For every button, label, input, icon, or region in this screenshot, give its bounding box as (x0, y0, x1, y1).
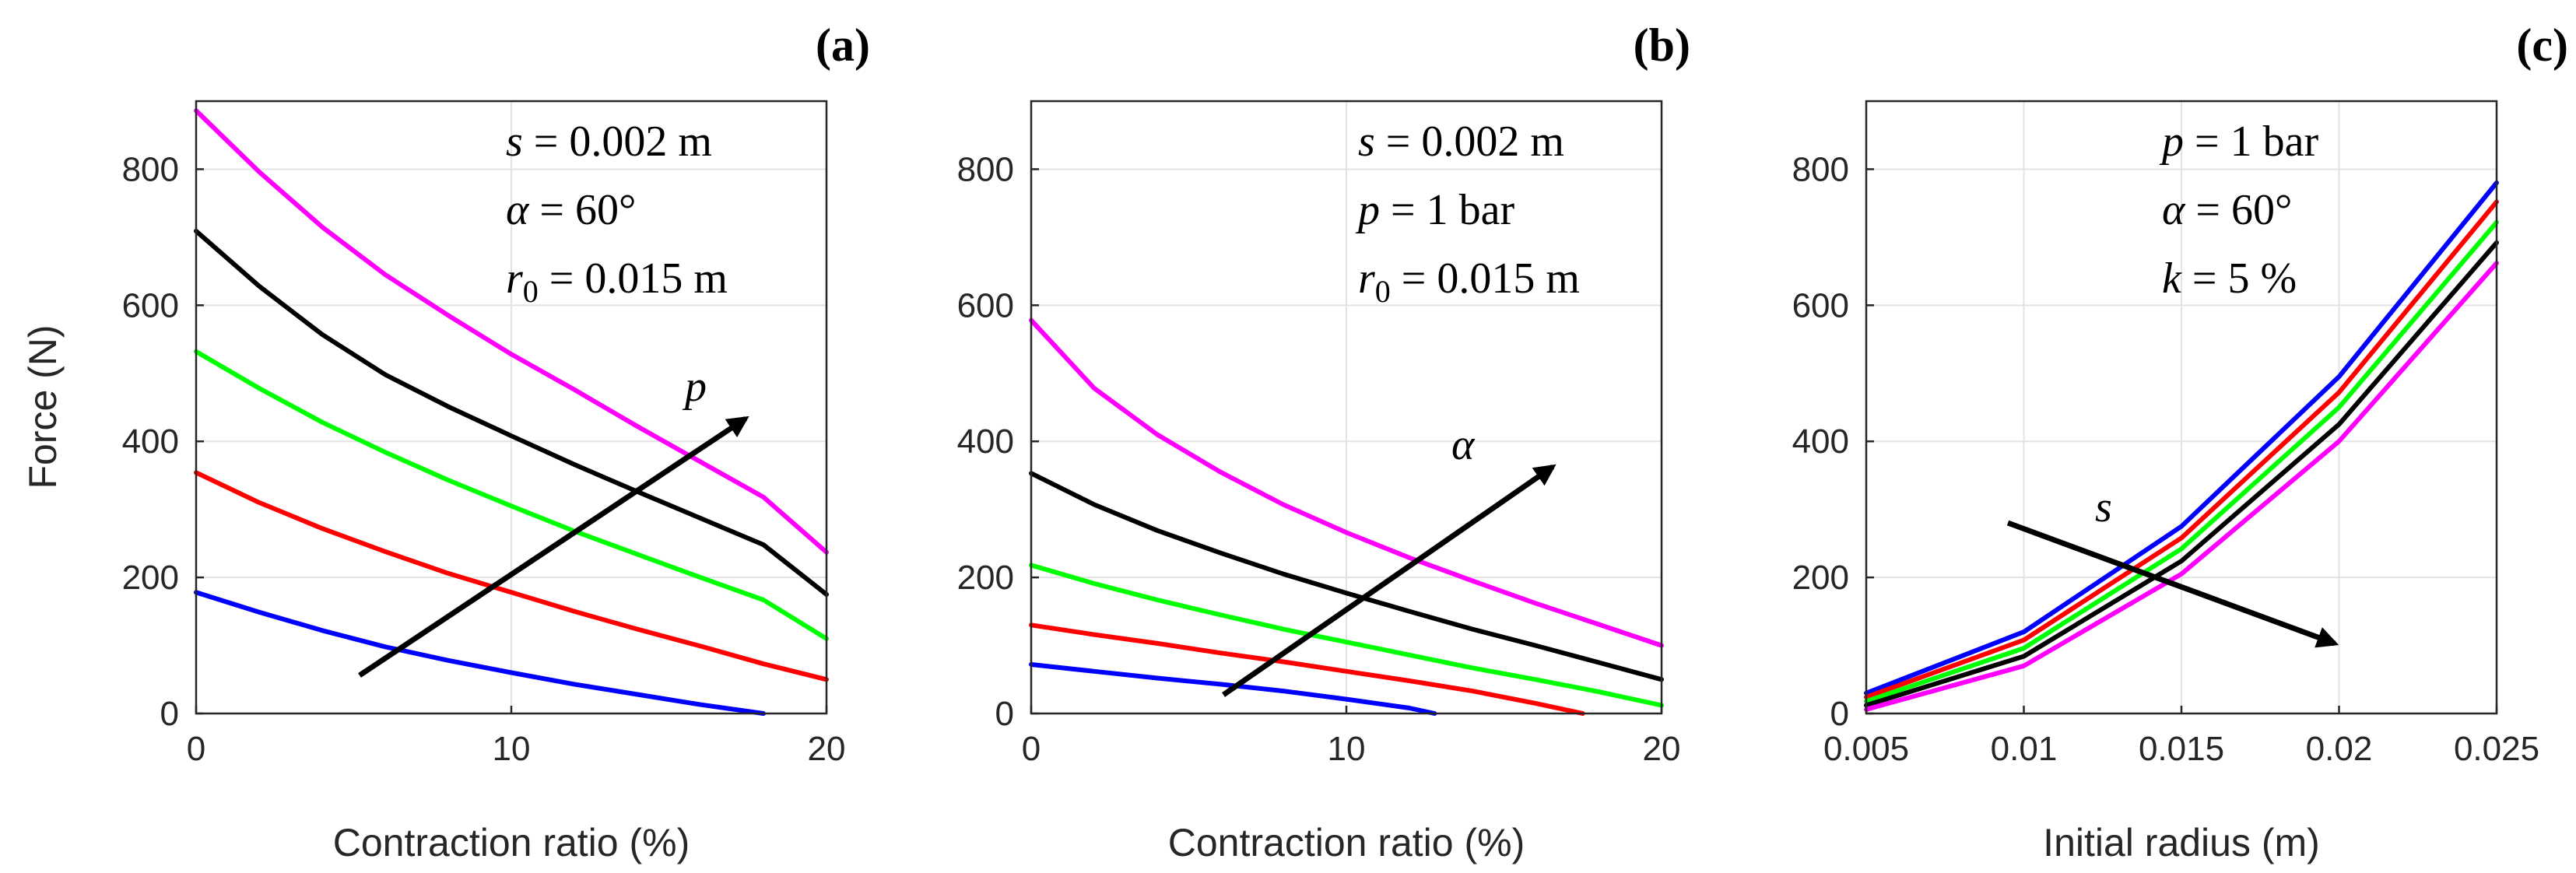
panel-c-anno-k: k = 5 % (2162, 254, 2297, 303)
panel-b-ytick-label-2: 400 (957, 422, 1014, 461)
panel-a-ytick-label-2: 400 (122, 422, 179, 461)
panel-a-ytick-label-4: 800 (122, 150, 179, 188)
panel-a-anno-s: s = 0.002 m (506, 117, 712, 166)
panel-a-anno-r0-sub: 0 (523, 274, 539, 309)
panel-c-anno-k-var: k (2162, 254, 2182, 303)
panel-c-ytick-label-1: 200 (1792, 559, 1849, 597)
panel-b-series-magenta (1029, 317, 1664, 648)
panel-c-ytick-label-2: 400 (1792, 422, 1849, 461)
panel-c-xtick-label-3: 0.02 (2306, 730, 2373, 768)
panel-a-series-green (194, 349, 829, 641)
panel-c-anno-alpha: α = 60° (2162, 186, 2292, 234)
panel-c-series (1864, 180, 2499, 712)
panel-b-series-blue (1029, 662, 1437, 716)
panel-a-ylabel: Force (N) (21, 324, 65, 489)
panel-b-label: (b) (1634, 19, 1690, 71)
panel-b-arrow-label: α (1451, 421, 1476, 469)
panel-c-xtick-label-2: 0.015 (2139, 730, 2224, 768)
panel-b-anno-s-var: s (1358, 117, 1375, 166)
panel-a-xlabel: Contraction ratio (%) (333, 821, 690, 864)
panel-b-annotations: s = 0.002 m p = 1 bar r0 = 0.015 m (1355, 117, 1580, 309)
panel-b-xtick-label-1: 10 (1328, 730, 1366, 768)
panel-c-annotations: p = 1 bar α = 60° k = 5 % (2159, 117, 2318, 303)
panel-a-arrow-label: p (682, 363, 707, 411)
panel-a-annotations: s = 0.002 m α = 60° r0 = 0.015 m (506, 117, 728, 309)
panel-b-anno-r0-rest: = 0.015 m (1391, 254, 1580, 303)
panel-b-series-black (1029, 471, 1664, 682)
panel-c-series-black (1864, 240, 2499, 708)
panel-a-ytick-label-0: 0 (160, 695, 179, 733)
panel-a-ytick-label-1: 200 (122, 559, 179, 597)
panel-b-anno-p-var: p (1355, 186, 1380, 234)
panel-b-anno-s-rest: = 0.002 m (1375, 117, 1564, 166)
panel-a-anno-r0: r0 = 0.015 m (506, 254, 728, 309)
panel-c-label: (c) (2516, 19, 2568, 71)
panel-b-ytick-label-3: 600 (957, 286, 1014, 324)
panel-a-anno-alpha-var: α (506, 186, 530, 234)
panel-b-xtick-label-2: 20 (1643, 730, 1681, 768)
panel-a-xtick-label-2: 20 (808, 730, 846, 768)
panel-c-xtick-label-1: 0.01 (1991, 730, 2058, 768)
panel-a-anno-s-var: s (506, 117, 523, 166)
panel-a-label: (a) (816, 19, 870, 71)
panel-b-xlabel: Contraction ratio (%) (1168, 821, 1525, 864)
panel-c-ticks: 0.005 0.01 0.015 0.02 0.025 0 200 400 600 800 (1792, 150, 2539, 768)
panel-c-series-red (1864, 199, 2499, 699)
panel-c-xtick-label-0: 0.005 (1823, 730, 1909, 768)
panel-a-anno-s-rest: = 0.002 m (523, 117, 712, 166)
panel-b-anno-p: p = 1 bar (1355, 186, 1514, 234)
panel-c-xtick-label-4: 0.025 (2454, 730, 2539, 768)
panel-b-xtick-label-0: 0 (1022, 730, 1041, 768)
panel-c-ytick-label-3: 600 (1792, 286, 1849, 324)
panel-c-series-green (1864, 219, 2499, 704)
panel-a-anno-r0-var: r (506, 254, 523, 303)
panel-a-series-magenta (194, 108, 829, 555)
panel-c: 0.005 0.01 0.015 0.02 0.025 0 200 400 600 800 s (… (1792, 19, 2568, 864)
panel-b-anno-r0: r0 = 0.015 m (1358, 254, 1580, 309)
panel-b-ytick-label-1: 200 (957, 559, 1014, 597)
panel-a-xtick-label-1: 10 (493, 730, 531, 768)
panel-c-anno-p-var: p (2159, 117, 2184, 166)
panel-a-series-black (194, 229, 829, 597)
panel-c-ytick-label-4: 800 (1792, 150, 1849, 188)
panel-a-xtick-label-0: 0 (187, 730, 205, 768)
panel-c-anno-p-rest: = 1 bar (2184, 117, 2318, 166)
panel-c-xlabel: Initial radius (m) (2043, 821, 2320, 864)
panel-b-anno-r0-var: r (1358, 254, 1375, 303)
panel-a-anno-r0-rest: = 0.015 m (539, 254, 728, 303)
panel-b-ytick-label-4: 800 (957, 150, 1014, 188)
panel-b-anno-p-rest: = 1 bar (1380, 186, 1514, 234)
panel-b-ytick-label-0: 0 (995, 695, 1014, 733)
panel-a-anno-alpha-rest: = 60° (528, 186, 636, 234)
panel-a-series-red (194, 470, 829, 682)
panel-a-series (194, 108, 829, 716)
panel-b-series-red (1029, 622, 1585, 716)
panel-c-series-blue (1864, 180, 2499, 696)
panel-a-ytick-label-3: 600 (122, 286, 179, 324)
panel-a-trend-arrow (358, 415, 749, 678)
panel-b-series-green (1029, 563, 1664, 708)
panel-c-anno-alpha-var: α (2162, 186, 2186, 234)
panel-c-anno-k-rest: = 5 % (2181, 254, 2297, 303)
panel-b-anno-s: s = 0.002 m (1358, 117, 1564, 166)
panel-b-trend-arrow (1222, 464, 1556, 697)
panel-a-series-blue (194, 590, 766, 716)
panel-a-anno-alpha: α = 60° (506, 186, 636, 234)
panel-c-series-magenta (1864, 261, 2499, 712)
panel-b-anno-r0-sub: 0 (1375, 274, 1391, 309)
panel-c-trend-arrow (2006, 520, 2339, 648)
panel-c-anno-alpha-rest: = 60° (2185, 186, 2292, 234)
panel-b-series (1029, 317, 1664, 716)
panel-c-anno-p: p = 1 bar (2159, 117, 2318, 166)
panel-c-arrow-label: s (2095, 483, 2112, 531)
panel-b-grid (1030, 101, 1662, 714)
panel-c-ytick-label-0: 0 (1830, 695, 1849, 733)
